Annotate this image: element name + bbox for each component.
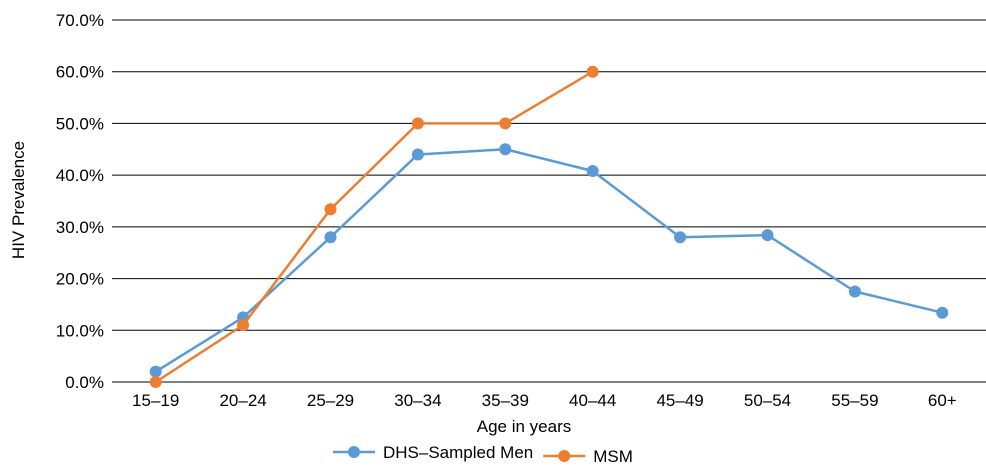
y-axis-ticks: 0.0% 10.0% 20.0% 30.0% 40.0% 50.0% 60.0% 70.0%: [56, 11, 104, 392]
gridlines: [112, 19, 986, 383]
x-tick-label: 35–39: [482, 391, 529, 410]
legend-item-0: DHS–Sampled Men: [333, 443, 533, 462]
data-point: [499, 117, 512, 130]
data-point: [499, 143, 512, 156]
y-axis-title: HIV Prevalence: [9, 141, 28, 259]
data-point: [936, 306, 949, 319]
legend-label: DHS–Sampled Men: [383, 443, 533, 462]
x-tick-label: 15–19: [132, 391, 179, 410]
y-tick-label: 20.0%: [56, 270, 104, 289]
data-point: [324, 231, 337, 244]
x-tick-label: 60+: [928, 391, 957, 410]
series-line: [155, 148, 943, 373]
y-tick-label: 30.0%: [56, 218, 104, 237]
data-point: [149, 365, 162, 378]
y-tick-label: 0.0%: [65, 373, 104, 392]
x-tick-label: 55–59: [831, 391, 878, 410]
data-point: [149, 376, 162, 388]
legend: DHS–Sampled Men MSM: [333, 443, 633, 466]
x-axis-ticks: 15–19 20–24 25–29 30–34 35–39 40–44 45–49 50–54…: [132, 391, 957, 410]
y-tick-label: 40.0%: [56, 166, 104, 185]
data-point: [761, 229, 774, 242]
data-point: [586, 165, 599, 178]
legend-swatch-marker: [348, 446, 360, 458]
y-tick-label: 10.0%: [56, 321, 104, 340]
x-tick-label: 25–29: [307, 391, 354, 410]
data-point: [411, 148, 424, 161]
y-tick-label: 50.0%: [56, 114, 104, 133]
data-point: [848, 285, 861, 298]
series-line: [155, 70, 594, 384]
x-tick-label: 40–44: [569, 391, 616, 410]
series-group: [149, 65, 949, 388]
series-1: [149, 65, 599, 388]
legend-swatch-marker: [558, 450, 571, 462]
x-tick-label: 30–34: [394, 391, 441, 410]
x-tick-label: 50–54: [744, 391, 791, 410]
legend-item-1: MSM: [543, 447, 633, 466]
y-tick-label: 60.0%: [56, 63, 104, 82]
x-tick-label: 20–24: [219, 391, 266, 410]
data-point: [586, 65, 599, 78]
series-0: [149, 143, 949, 378]
y-tick-label: 70.0%: [56, 11, 104, 30]
data-point: [324, 203, 337, 216]
x-tick-label: 45–49: [656, 391, 703, 410]
data-point: [674, 231, 687, 244]
x-axis-title: Age in years: [477, 417, 572, 436]
data-point: [237, 319, 250, 332]
data-point: [411, 117, 424, 130]
legend-label: MSM: [593, 447, 633, 466]
